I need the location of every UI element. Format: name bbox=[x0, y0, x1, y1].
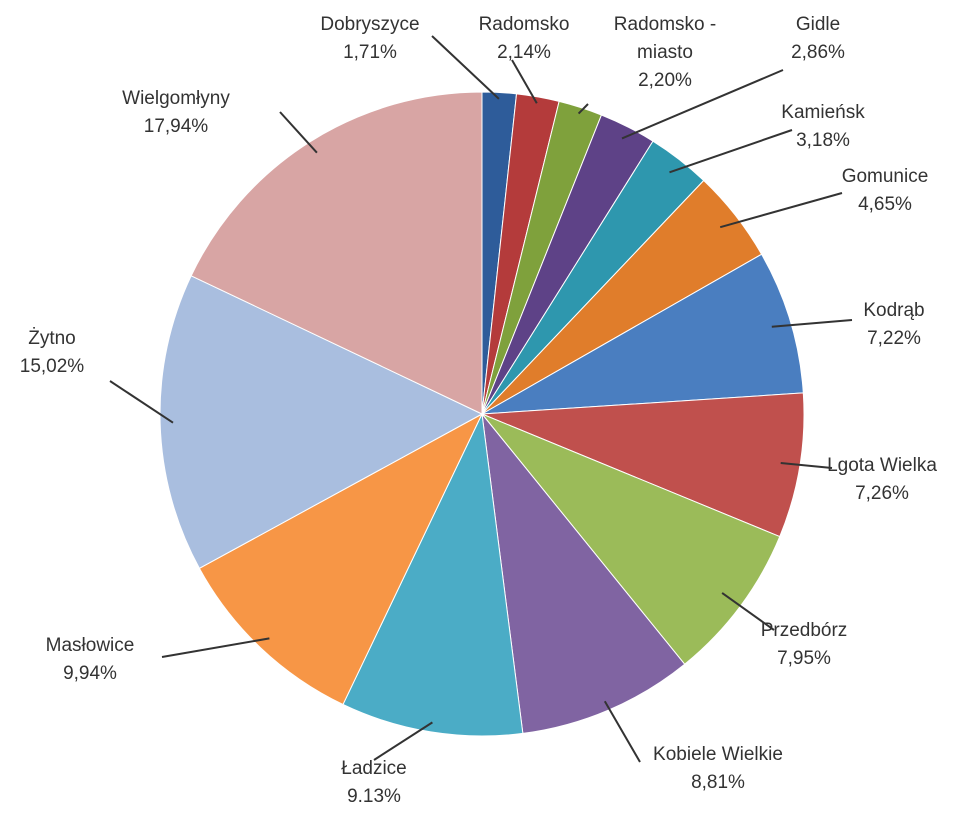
slice-label-lgota-wielka: Lgota Wielka 7,26% bbox=[827, 455, 937, 504]
leader-line-dobryszyce bbox=[432, 36, 499, 99]
slice-label-kobiele-wielkie: Kobiele Wielkie 8,81% bbox=[653, 744, 783, 793]
slice-label-przedborz: Przedbórz 7,95% bbox=[761, 620, 848, 669]
slice-label-kodrab: Kodrąb 7,22% bbox=[863, 300, 924, 349]
slice-label-zytno: Żytno 15,02% bbox=[20, 328, 85, 377]
slice-label-wielgomlyny: Wielgomłyny 17,94% bbox=[122, 88, 230, 137]
slice-label-gidle: Gidle 2,86% bbox=[791, 14, 845, 63]
slice-label-radomsko-miasto: Radomsko -miasto 2,20% bbox=[614, 14, 716, 91]
pie-slices bbox=[160, 92, 804, 736]
leader-line-maslowice bbox=[162, 638, 269, 657]
leader-line-kamiensk bbox=[670, 130, 793, 172]
slice-label-radomsko: Radomsko 2,14% bbox=[479, 14, 570, 63]
leader-line-ladzice bbox=[374, 722, 432, 760]
slice-label-kamiensk: Kamieńsk 3,18% bbox=[781, 102, 865, 151]
leader-line-kobiele-wielkie bbox=[605, 701, 640, 762]
slice-label-gomunice: Gomunice 4,65% bbox=[842, 166, 929, 215]
slice-label-dobryszyce: Dobryszyce 1,71% bbox=[320, 14, 419, 63]
leader-line-wielgomlyny bbox=[280, 112, 317, 153]
leader-line-gomunice bbox=[720, 193, 842, 227]
slice-label-ladzice: Ładzice 9.13% bbox=[341, 758, 407, 807]
slice-label-maslowice: Masłowice 9,94% bbox=[46, 635, 135, 684]
